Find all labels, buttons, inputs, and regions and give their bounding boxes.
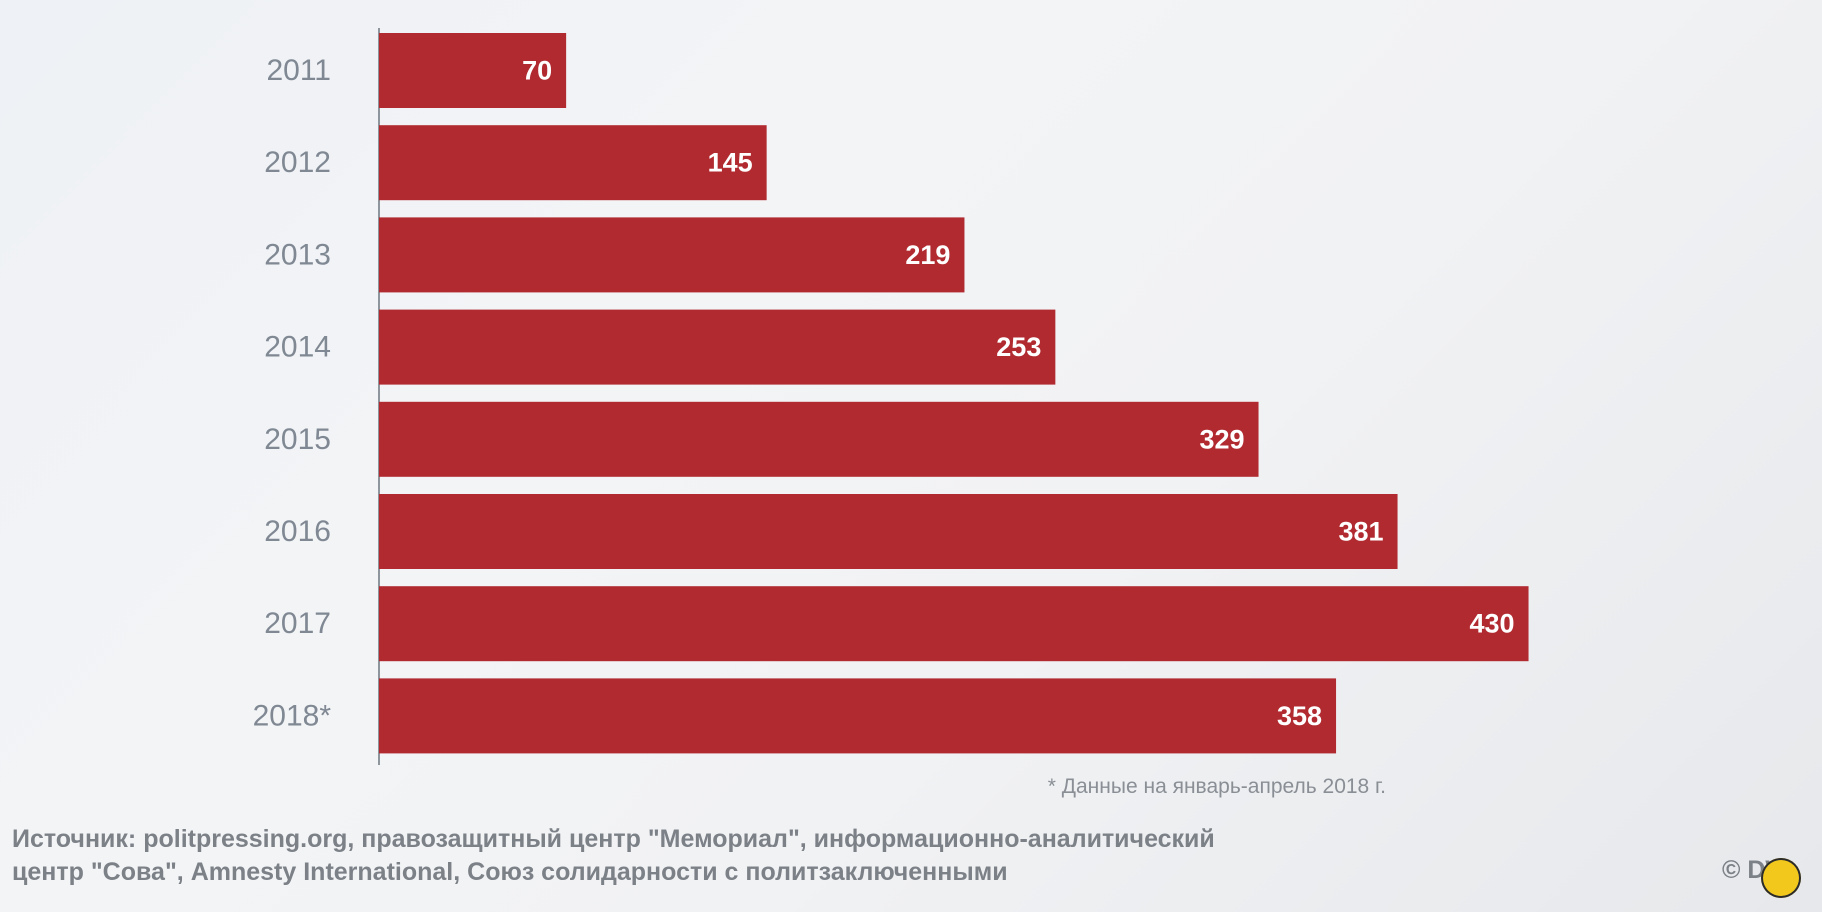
category-label: 2018*	[253, 699, 332, 732]
category-label: 2016	[264, 515, 331, 548]
bar-value-label: 381	[1338, 517, 1383, 547]
bar-value-label: 358	[1277, 701, 1322, 731]
bar-value-label: 329	[1199, 424, 1244, 454]
bar-2017	[379, 586, 1529, 662]
footnote: * Данные на январь-апрель 2018 г.	[1047, 775, 1386, 798]
category-label: 2017	[264, 607, 331, 640]
bar-value-label: 145	[708, 148, 753, 178]
source-note: Источник: politpressing.org, правозащитн…	[12, 823, 1432, 889]
bar-2011	[379, 33, 567, 108]
bar-value-label: 253	[996, 332, 1041, 362]
category-label: 2011	[266, 54, 331, 87]
bar-2018	[379, 678, 1337, 754]
bar-2014	[379, 309, 1056, 385]
bar-2015	[379, 401, 1259, 477]
category-label: 2015	[264, 423, 331, 456]
source-line-1: Источник: politpressing.org, правозащитн…	[12, 825, 1215, 853]
bar-value-label: 70	[522, 56, 552, 86]
bar-value-label: 430	[1469, 609, 1514, 639]
category-label: 2012	[264, 146, 331, 179]
bar-2013	[379, 217, 965, 293]
source-line-2: центр "Сова", Amnesty International, Сою…	[12, 858, 1008, 886]
category-label: 2013	[264, 238, 331, 271]
category-label: 2014	[264, 331, 331, 364]
channel-logo-icon	[1761, 858, 1801, 898]
bar-2012	[379, 125, 767, 201]
bar-2016	[379, 494, 1398, 569]
bar-value-label: 219	[905, 240, 950, 270]
